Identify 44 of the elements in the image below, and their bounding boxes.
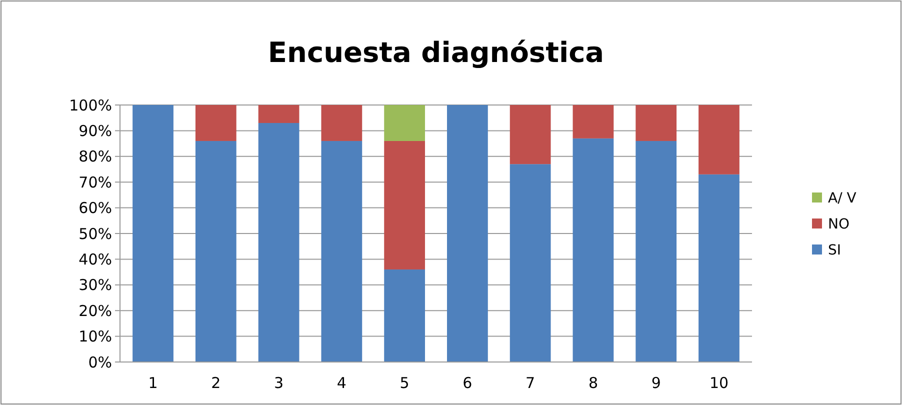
x-tick-label: 3 (274, 374, 284, 392)
chart-title: Encuesta diagnóstica (268, 36, 604, 69)
bar (572, 105, 614, 138)
bar (132, 105, 174, 362)
x-tick-label: 2 (211, 374, 221, 392)
y-tick-label: 90% (78, 122, 112, 140)
bar (195, 140, 236, 362)
bar (698, 174, 740, 362)
bar (636, 140, 677, 362)
y-tick-label: 80% (78, 148, 112, 166)
legend-label: A/ V (828, 190, 857, 206)
y-tick-label: 70% (78, 173, 112, 192)
bar (510, 164, 551, 362)
bar (698, 105, 740, 174)
x-tick-label: 5 (400, 374, 410, 392)
x-tick-label: 1 (148, 374, 158, 392)
y-tick-label: 10% (78, 328, 112, 346)
y-tick-label: 50% (78, 224, 112, 243)
x-tick-label: 9 (651, 374, 661, 392)
bar (384, 105, 425, 141)
legend-label: SI (828, 242, 842, 258)
bar (384, 140, 425, 270)
bar (258, 122, 300, 362)
bar (447, 105, 488, 362)
x-tick-label: 10 (709, 374, 729, 392)
x-tick-label: 7 (526, 374, 536, 392)
bar (195, 105, 236, 141)
y-tick-label: 100% (69, 96, 112, 114)
bar (321, 105, 362, 141)
bar (258, 105, 300, 123)
x-tick-label: 6 (462, 374, 472, 392)
bar (384, 269, 425, 362)
y-tick-label: 20% (78, 302, 112, 320)
legend-label: NO (828, 216, 850, 232)
bar (572, 138, 614, 362)
bar (510, 105, 551, 164)
bar (321, 140, 362, 362)
x-tick-label: 8 (588, 374, 598, 392)
y-tick-label: 30% (78, 276, 112, 294)
x-tick-label: 4 (336, 374, 346, 392)
bar (636, 105, 677, 141)
y-tick-label: 40% (78, 250, 112, 268)
y-tick-label: 60% (78, 199, 112, 218)
y-tick-label: 0% (88, 353, 112, 372)
